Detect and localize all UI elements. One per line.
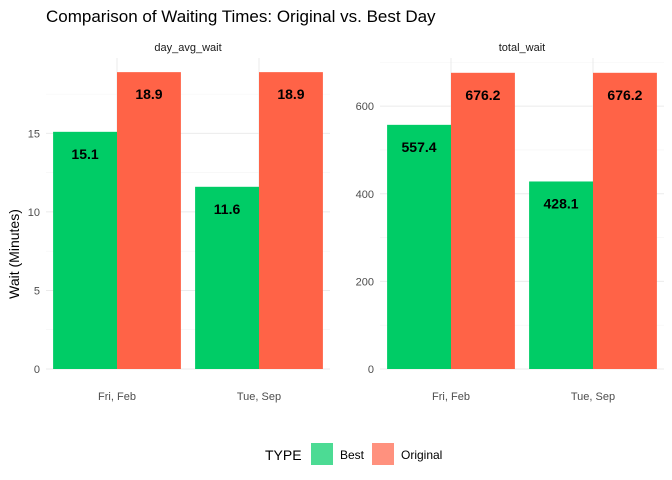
bar-original [259,72,323,370]
legend-label: Original [401,448,442,462]
data-label: 676.2 [465,87,500,103]
y-tick-label: 200 [356,276,374,288]
data-label: 15.1 [71,146,98,162]
y-tick-label: 10 [28,207,40,219]
strip-label: day_avg_wait [154,42,221,54]
x-tick-label: Fri, Feb [98,391,136,403]
y-tick-label: 15 [28,128,40,140]
y-tick-label: 5 [34,285,40,297]
chart-title: Comparison of Waiting Times: Original vs… [46,7,436,26]
bar-original [117,72,181,370]
y-tick-label: 0 [368,364,374,376]
bar-original [451,72,515,369]
bar-best [387,124,451,369]
legend-title: TYPE [265,447,302,463]
x-tick-label: Tue, Sep [571,391,615,403]
x-tick-label: Fri, Feb [432,391,470,403]
x-tick-label: Tue, Sep [237,391,281,403]
bar-best [529,181,593,369]
bar-best [53,131,117,369]
legend-key-best [311,443,333,465]
bar-original [593,72,657,369]
y-tick-label: 600 [356,101,374,113]
facet-panels: day_avg_wait 0 5 10 15 15.1 18.9 Fri, Feb 11.6 18… [28,42,664,403]
data-label: 428.1 [544,195,579,211]
panel-day-avg-wait: day_avg_wait 0 5 10 15 15.1 18.9 Fri, Feb 11.6 18… [28,42,330,403]
data-label: 557.4 [402,139,437,155]
data-label: 18.9 [135,86,162,102]
data-label: 18.9 [277,86,304,102]
y-tick-label: 0 [34,364,40,376]
legend-label: Best [340,448,365,462]
data-label: 676.2 [607,87,642,103]
bar-best [195,186,259,369]
legend-key-original [372,443,394,465]
data-label: 11.6 [214,201,241,217]
y-tick-label: 400 [356,189,374,201]
panel-total-wait: total_wait 0 200 400 600 557.4 676.2 Fri, Feb 42… [356,42,664,403]
strip-label: total_wait [499,42,545,54]
y-axis-label: Wait (Minutes) [6,209,22,299]
legend: TYPE Best Original [265,443,442,465]
